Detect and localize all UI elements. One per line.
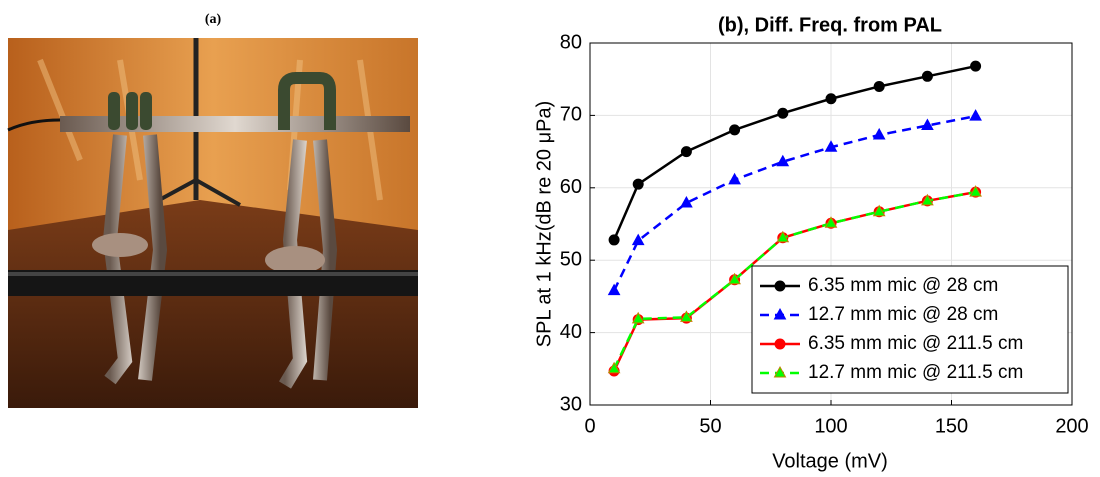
legend-marker	[773, 307, 787, 320]
y-tick-label: 50	[560, 248, 582, 270]
marker	[680, 310, 693, 322]
y-axis-label: SPL at 1 kHz(dB re 20 μPa)	[533, 101, 555, 347]
y-tick-label: 40	[560, 321, 582, 343]
marker	[921, 118, 934, 131]
marker	[728, 272, 741, 285]
marker	[970, 60, 982, 72]
panel-label: (a)	[205, 12, 222, 27]
marker	[777, 107, 789, 119]
marker	[607, 283, 621, 296]
x-tick-label: 150	[935, 415, 968, 437]
marker	[824, 216, 838, 228]
marker	[969, 109, 982, 121]
x-tick-label: 0	[584, 415, 595, 437]
marker	[631, 311, 645, 324]
marker	[824, 140, 838, 152]
marker	[921, 193, 934, 206]
marker	[631, 233, 645, 246]
series-line	[612, 114, 976, 292]
marker	[776, 154, 790, 167]
photo	[7, 38, 418, 408]
legend-label: 6.35 mm mic @ 28 cm	[808, 275, 998, 296]
marker	[680, 146, 692, 158]
marker	[729, 124, 741, 136]
marker	[873, 80, 885, 92]
marker	[608, 234, 620, 246]
x-axis-label: Voltage (mV)	[772, 450, 888, 472]
y-tick-label: 80	[560, 31, 582, 53]
chart-title: (b), Diff. Freq. from PAL	[718, 14, 942, 36]
legend-box	[751, 265, 1069, 394]
legend-marker	[774, 280, 786, 292]
marker	[872, 127, 886, 140]
axes-box	[589, 42, 1073, 406]
marker	[825, 93, 837, 105]
marker	[728, 172, 741, 185]
x-tick-label: 100	[814, 415, 847, 437]
marker	[872, 204, 886, 217]
legend-label: 6.35 mm mic @ 211.5 cm	[808, 333, 1023, 354]
marker	[776, 230, 790, 243]
legend: 6.35 mm mic @ 28 cm 12.7 mm mic @ 28 cm 6.…	[751, 265, 1069, 394]
legend-marker	[773, 365, 787, 378]
legend-label: 12.7 mm mic @ 28 cm	[808, 304, 998, 325]
marker	[680, 195, 693, 208]
marker	[632, 178, 644, 190]
y-tick-label: 60	[560, 176, 582, 198]
y-tick-label: 30	[560, 393, 582, 415]
marker	[969, 185, 982, 197]
x-tick-label: 50	[699, 415, 721, 437]
legend-label: 12.7 mm mic @ 211.5 cm	[808, 362, 1023, 383]
marker	[607, 361, 621, 374]
y-tick-label: 70	[560, 104, 582, 126]
marker	[921, 70, 933, 82]
x-tick-label: 200	[1055, 415, 1088, 437]
legend-marker	[774, 338, 786, 350]
